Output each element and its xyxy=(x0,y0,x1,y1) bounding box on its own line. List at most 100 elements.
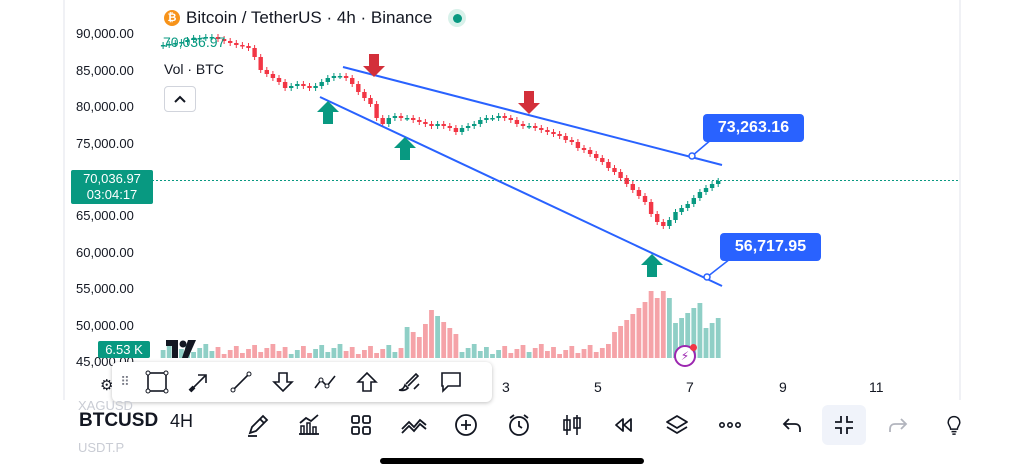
layers-icon[interactable] xyxy=(662,410,692,440)
volume-bar xyxy=(618,326,623,358)
candle-body xyxy=(648,202,654,214)
candle-body xyxy=(624,178,629,184)
candle-body xyxy=(533,126,538,128)
candle-body xyxy=(569,140,574,142)
current-price-tag: 70,036.97 03:04:17 xyxy=(71,170,153,204)
add-icon[interactable] xyxy=(451,410,481,440)
upper-trend-callout[interactable]: 73,263.16 xyxy=(703,114,804,142)
candle-body xyxy=(691,198,696,204)
redo-icon[interactable] xyxy=(883,410,913,440)
candle-body xyxy=(368,98,373,104)
chart-type-icon[interactable] xyxy=(557,410,587,440)
volume-bar xyxy=(355,354,361,358)
volume-bar xyxy=(514,349,520,358)
lightning-icon[interactable]: ⚡ xyxy=(674,344,697,367)
volume-bar xyxy=(301,346,306,358)
brush-icon[interactable] xyxy=(392,366,426,398)
interval-button[interactable]: 4H xyxy=(170,411,194,431)
compare-icon[interactable] xyxy=(399,410,429,440)
trend-line-icon[interactable] xyxy=(224,366,258,398)
candle-body xyxy=(667,220,672,226)
volume-bar xyxy=(551,347,556,358)
candle-body xyxy=(545,130,550,132)
volume-bar xyxy=(679,318,684,358)
volume-bar xyxy=(313,349,318,358)
candle-body xyxy=(307,86,312,88)
replay-icon[interactable] xyxy=(609,410,639,440)
drag-handle-icon[interactable]: ⠿ xyxy=(120,374,130,389)
candle-body xyxy=(435,124,440,126)
candle-body xyxy=(642,196,648,202)
candle-body xyxy=(484,118,489,120)
symbol-button[interactable]: BTCUSD xyxy=(79,410,159,431)
candle-body xyxy=(203,37,208,39)
lower-trend-callout[interactable]: 56,717.95 xyxy=(720,233,821,261)
volume-bar xyxy=(398,348,404,358)
time-axis-label: 7 xyxy=(686,379,694,395)
volume-bar xyxy=(636,308,642,358)
volume-bar xyxy=(465,348,471,358)
candle-body xyxy=(685,204,690,208)
volume-bar xyxy=(386,345,392,358)
candle-body xyxy=(228,41,233,43)
draw-icon[interactable] xyxy=(243,410,273,440)
candle-body xyxy=(520,124,526,126)
candle-body xyxy=(703,188,709,192)
volume-bar xyxy=(667,298,672,358)
volume-bar xyxy=(435,316,440,358)
candle-body xyxy=(173,43,178,45)
templates-icon[interactable] xyxy=(346,410,376,440)
home-indicator[interactable] xyxy=(380,458,644,464)
path-icon[interactable] xyxy=(308,366,342,398)
candle-body xyxy=(185,40,190,42)
price-chart[interactable]: 90,000.00 85,000.00 80,000.00 75,000.00 … xyxy=(0,0,1024,400)
arrow-icon[interactable] xyxy=(182,366,216,398)
candle-body xyxy=(447,126,452,128)
undo-icon[interactable] xyxy=(777,410,807,440)
upper-trend-line[interactable] xyxy=(342,66,723,166)
alert-icon[interactable] xyxy=(504,410,534,440)
time-axis-label: 3 xyxy=(502,379,510,395)
arrow-up-icon xyxy=(394,137,416,160)
indicators-icon[interactable] xyxy=(294,410,324,440)
volume-bar xyxy=(337,344,343,358)
volume-bar xyxy=(203,344,209,358)
candle-body xyxy=(478,120,483,124)
callout-icon[interactable] xyxy=(434,366,468,398)
candle-body xyxy=(630,184,635,190)
exit-fullscreen-icon[interactable] xyxy=(822,405,866,445)
gear-icon[interactable]: ⚙ xyxy=(100,377,114,394)
volume-bar xyxy=(404,327,410,358)
candle-body xyxy=(423,122,428,124)
volume-bar xyxy=(545,351,550,358)
price-axis-label: 55,000.00 xyxy=(76,281,134,296)
volume-bar xyxy=(648,291,654,358)
chart-title: Bitcoin / TetherUS · 4h · Binance xyxy=(186,8,433,27)
volume-bar xyxy=(362,350,367,358)
lower-trend-line[interactable] xyxy=(319,96,723,287)
lightbulb-icon[interactable] xyxy=(944,410,964,440)
volume-bar xyxy=(258,352,264,358)
candle-body xyxy=(514,120,520,124)
candle-body xyxy=(453,128,459,132)
candle-body xyxy=(600,158,605,162)
more-icon[interactable] xyxy=(715,410,745,440)
candle-body xyxy=(563,136,568,140)
candle-body xyxy=(459,128,465,132)
rectangle-icon[interactable] xyxy=(140,366,174,398)
volume-bar xyxy=(221,354,227,358)
volume-bar xyxy=(685,313,691,358)
chevron-up-icon xyxy=(174,95,186,103)
volume-indicator-label[interactable]: Vol · BTC xyxy=(164,61,224,77)
volume-bar xyxy=(380,349,386,358)
tradingview-logo-icon xyxy=(166,338,198,364)
volume-bar xyxy=(654,298,660,358)
arrow-down-icon[interactable] xyxy=(266,366,300,398)
volume-bar xyxy=(477,351,483,358)
collapse-legend-button[interactable] xyxy=(164,86,196,112)
candle-body xyxy=(380,118,385,124)
candle-body xyxy=(655,214,660,222)
symbol-header[interactable]: ₿ Bitcoin / TetherUS · 4h · Binance xyxy=(164,8,467,28)
volume-bar xyxy=(447,328,453,358)
arrow-up-icon[interactable] xyxy=(350,366,384,398)
